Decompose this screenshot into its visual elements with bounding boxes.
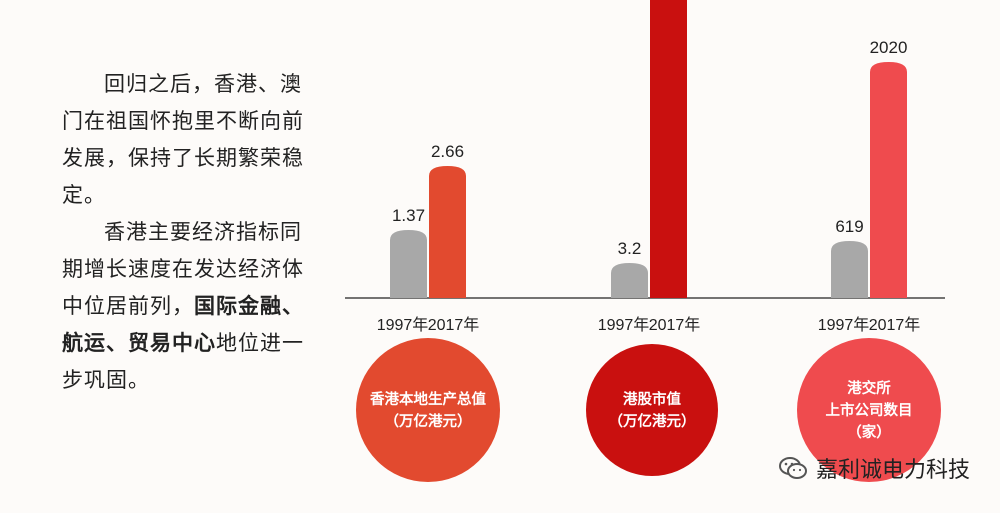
bar-value-label: 619 [835, 217, 863, 236]
watermark-text: 嘉利诚电力科技 [815, 458, 970, 483]
category-circle [797, 338, 941, 482]
intro-tail-text: 地位进一步巩固。 [62, 331, 304, 392]
year-tick-label: 2017年 [428, 316, 480, 334]
category-label: 香港本地生产总值 [370, 390, 486, 408]
category-label: 港交所 [847, 379, 891, 397]
bar-value-label: 1.37 [392, 206, 425, 225]
category-label: （万亿港元） [609, 412, 696, 430]
bar-3-2017年 [870, 62, 907, 298]
category-label: （万亿港元） [385, 412, 472, 430]
bar-1-2017年 [429, 165, 466, 298]
category-label: 上市公司数目 [826, 401, 913, 419]
category-label: 港股市值 [623, 390, 681, 408]
watermark: 嘉利诚电力科技 [778, 452, 970, 484]
bar-3-1997年 [831, 241, 868, 298]
category-label: （家） [847, 423, 891, 441]
year-tick-label: 1997年 [598, 316, 650, 334]
year-tick-label: 1997年 [818, 316, 870, 334]
year-tick-label: 2017年 [869, 316, 921, 334]
intro-paragraph-2: 香港主要经济指标同期增长速度在发达经济体中位居前列，国际金融、航运、贸易中心地位… [62, 214, 312, 399]
bar-1-1997年 [390, 230, 427, 298]
bar-2-2017年 [650, 0, 687, 298]
bar-value-label: 2.66 [431, 142, 464, 161]
intro-paragraph-1: 回归之后，香港、澳门在祖国怀抱里不断向前发展，保持了长期繁荣稳定。 [62, 72, 304, 207]
category-circle [586, 344, 718, 476]
bar-value-label: 3.2 [618, 239, 642, 258]
category-circle [356, 338, 500, 482]
wechat-icon [778, 457, 807, 479]
intro-bold-text: 国际金融、航运、贸易中心 [62, 294, 304, 355]
intro-text: 回归之后，香港、澳门在祖国怀抱里不断向前发展，保持了长期繁荣稳定。 香港主要经济… [62, 66, 312, 399]
intro-plain-text: 香港主要经济指标同期增长速度在发达经济体中位居前列， [62, 220, 304, 318]
bar-2-1997年 [611, 263, 648, 298]
year-tick-label: 1997年 [377, 316, 429, 334]
bar-value-label: 2020 [870, 38, 908, 57]
year-tick-label: 2017年 [649, 316, 701, 334]
